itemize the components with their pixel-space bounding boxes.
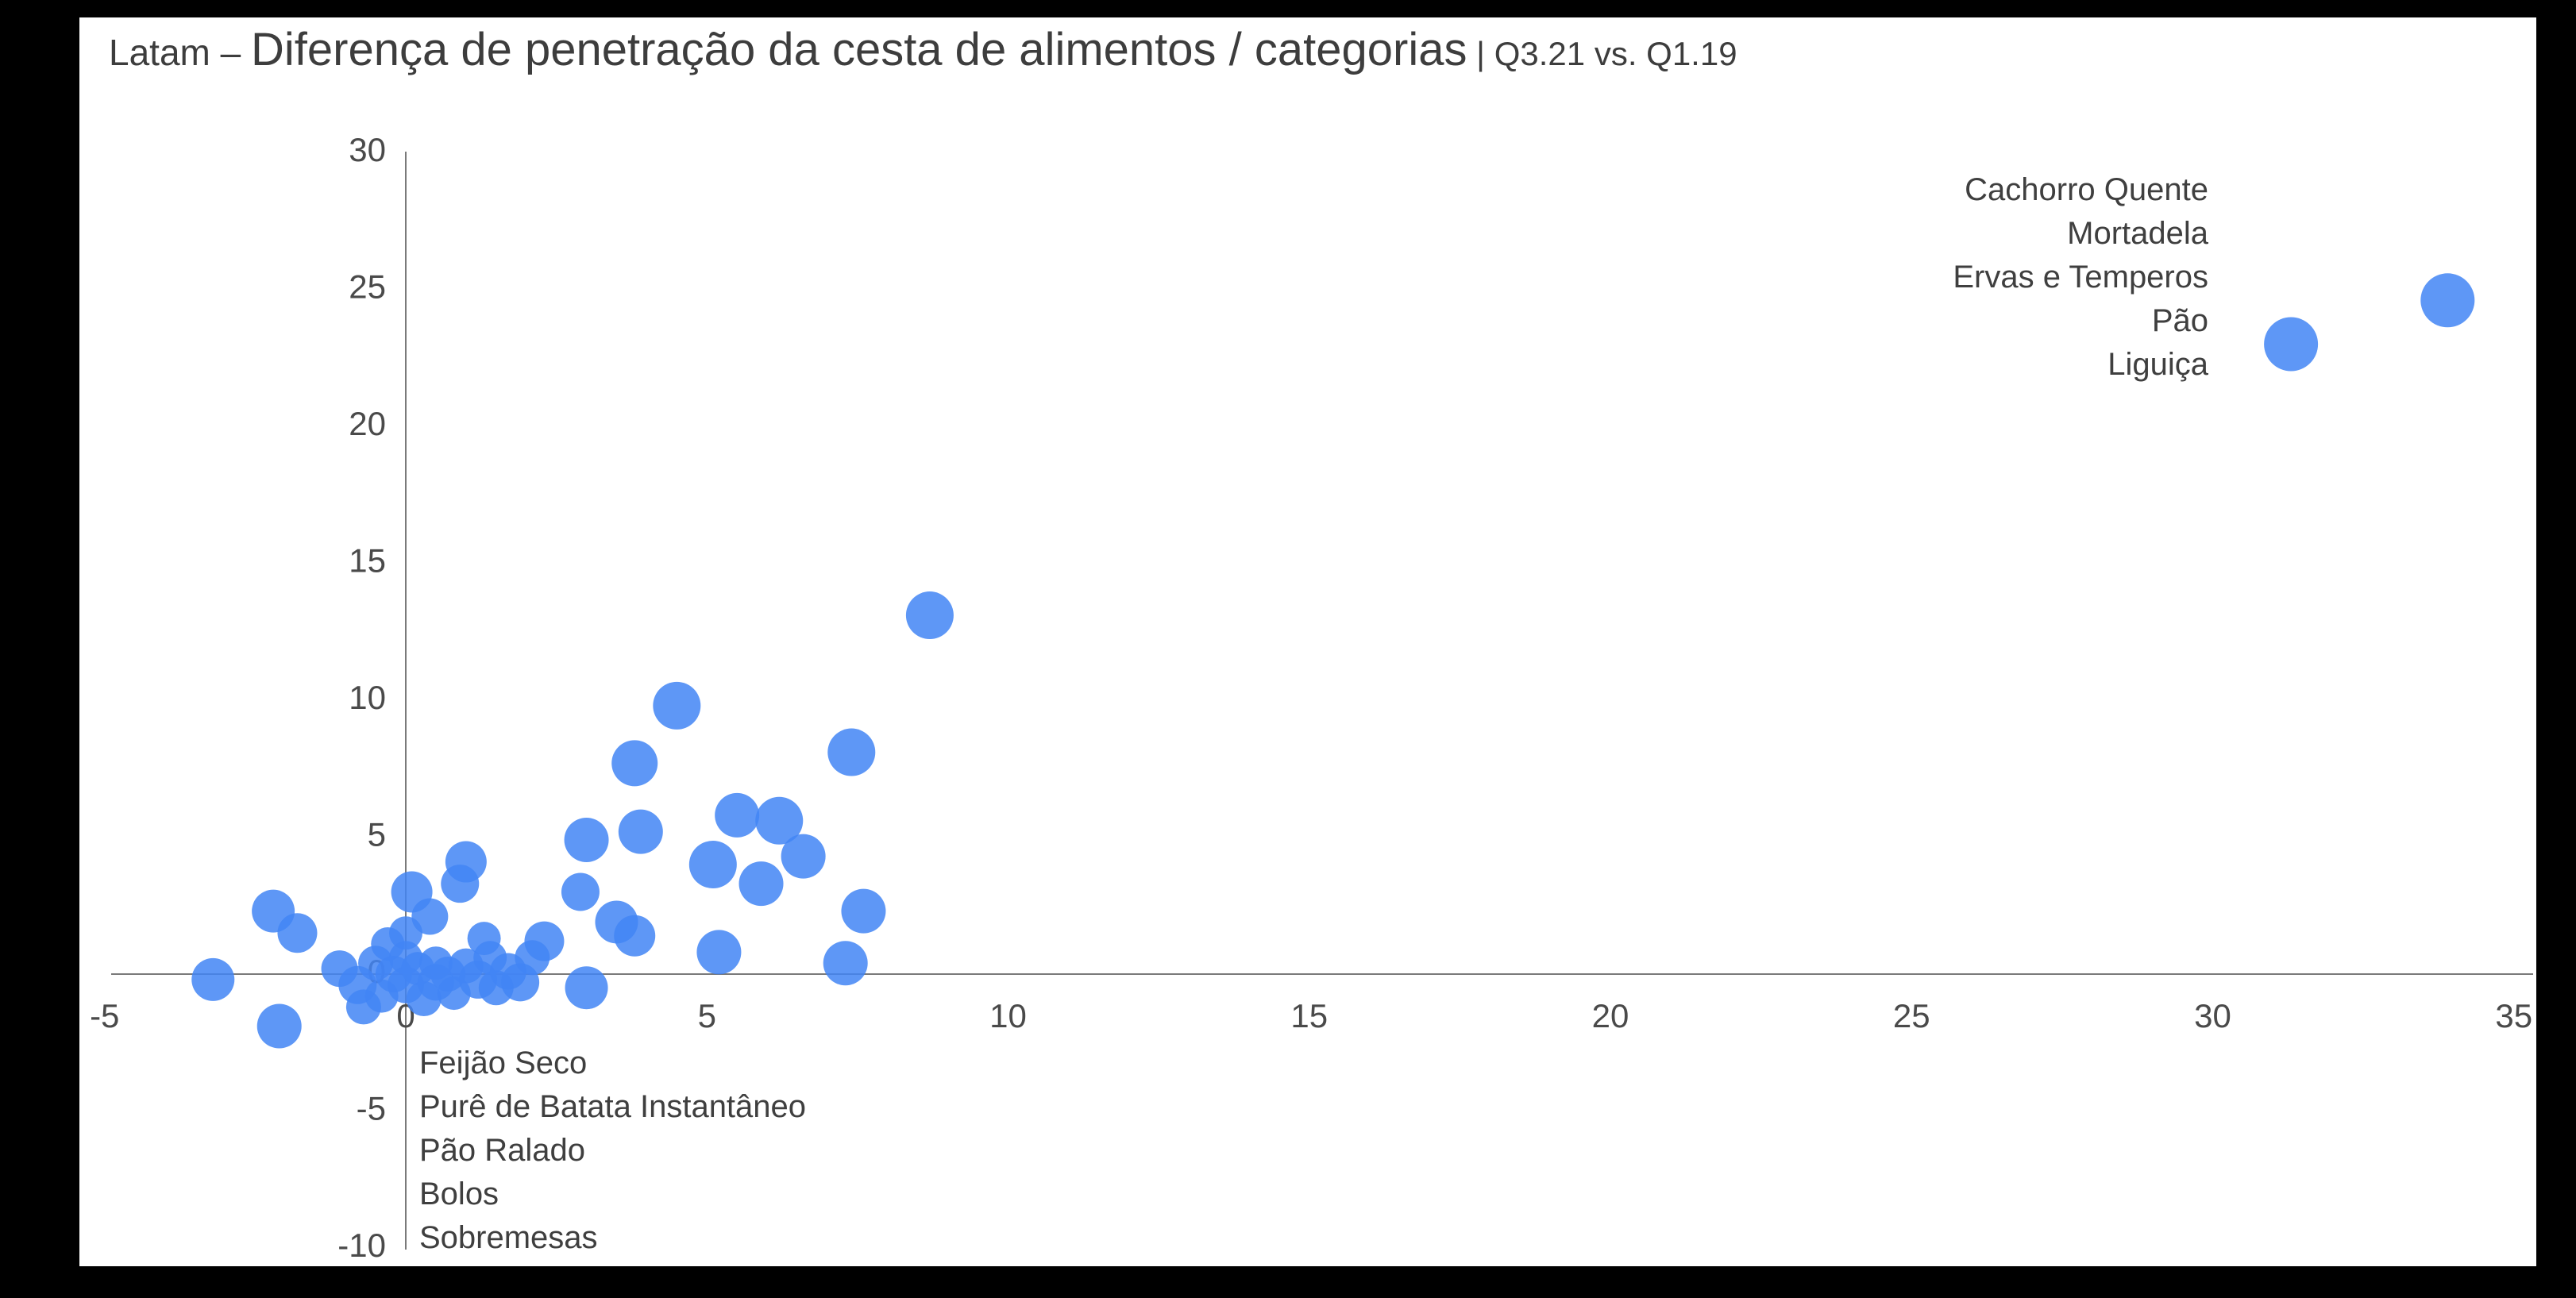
data-point — [345, 989, 381, 1025]
annotation-line: Cachorro Quente — [1965, 172, 2208, 207]
data-point — [371, 927, 405, 961]
annotation-line: Pão Ralado — [419, 1133, 586, 1168]
data-point — [564, 817, 609, 862]
annotation-line: Feijão Seco — [419, 1046, 588, 1080]
y-tick-label: 5 — [368, 816, 386, 853]
data-point — [618, 809, 663, 854]
x-tick-label: 15 — [1290, 997, 1328, 1034]
chart-title: Latam – Diferença de penetração da cesta… — [109, 23, 1737, 76]
annotation-line: Pão — [2151, 303, 2208, 338]
x-tick-label: 25 — [1893, 997, 1930, 1034]
x-tick-label: 30 — [2194, 997, 2231, 1034]
y-tick-label: -10 — [337, 1227, 386, 1264]
data-point — [191, 957, 235, 1001]
data-point — [841, 888, 886, 934]
annotation-line: Ervas e Temperos — [1953, 260, 2208, 295]
data-point — [653, 681, 701, 730]
annotation-line: Sobremesas — [419, 1220, 598, 1255]
data-point — [755, 796, 804, 845]
y-tick-label: 30 — [349, 131, 386, 168]
annotation-line: Bolos — [419, 1177, 499, 1211]
data-point — [515, 940, 550, 976]
data-point — [2420, 273, 2475, 328]
data-point — [696, 930, 742, 975]
x-tick-label: 5 — [698, 997, 716, 1034]
y-tick-label: 20 — [349, 405, 386, 442]
data-point — [611, 740, 658, 787]
y-tick-label: 25 — [349, 268, 386, 306]
x-tick-label: 35 — [2495, 997, 2532, 1034]
data-point — [2264, 317, 2319, 372]
x-tick-label: 20 — [1592, 997, 1629, 1034]
data-point — [256, 1003, 302, 1049]
data-point — [738, 861, 784, 907]
data-point — [781, 834, 826, 879]
title-main: Diferença de penetração da cesta de alim… — [251, 24, 1467, 75]
data-point — [614, 915, 656, 957]
annotation-bottom-left: Feijão Seco Purê de Batata Instantâneo Pão… — [419, 1042, 806, 1260]
annotation-line: Liguiça — [2107, 347, 2208, 382]
data-point — [277, 913, 318, 953]
chart-canvas: Latam – Diferença de penetração da cesta… — [79, 17, 2536, 1266]
data-point — [441, 865, 480, 903]
annotation-line: Mortadela — [2067, 216, 2208, 251]
data-point — [561, 872, 600, 911]
data-point — [715, 792, 760, 838]
data-point — [823, 941, 868, 986]
y-tick-label: 15 — [349, 542, 386, 580]
x-tick-label: 10 — [989, 997, 1027, 1034]
y-tick-label: -5 — [357, 1090, 386, 1127]
y-tick-label: 10 — [349, 679, 386, 716]
data-point — [827, 728, 876, 776]
annotation-top-right: Cachorro Quente Mortadela Ervas e Temperos… — [1953, 168, 2208, 387]
data-point — [467, 922, 501, 956]
x-tick-label: -5 — [90, 997, 119, 1034]
title-period-suffix: | Q3.21 vs. Q1.19 — [1467, 35, 1737, 72]
data-point — [905, 591, 954, 640]
data-point — [688, 841, 737, 888]
annotation-line: Purê de Batata Instantâneo — [419, 1089, 807, 1124]
data-point — [565, 966, 608, 1010]
title-region-prefix: Latam – — [109, 32, 251, 73]
